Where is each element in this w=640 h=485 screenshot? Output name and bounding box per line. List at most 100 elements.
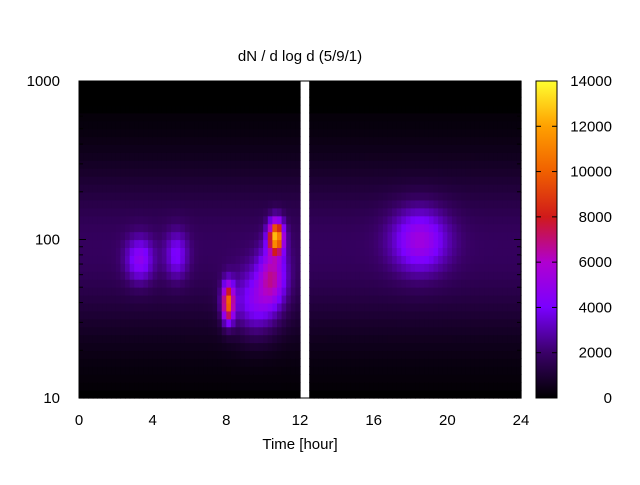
heatmap-cell	[111, 255, 117, 264]
heatmap-cell	[161, 128, 168, 138]
heatmap-cell	[442, 81, 448, 90]
heatmap-cell	[217, 104, 223, 114]
heatmap-cell	[97, 279, 103, 288]
heatmap-cell	[433, 231, 439, 241]
heatmap-cell	[323, 374, 329, 383]
heatmap-cell	[125, 215, 131, 225]
heatmap-cell	[493, 390, 499, 399]
heatmap-cell	[263, 104, 269, 114]
heatmap-cell	[175, 366, 181, 375]
heatmap-cell	[240, 279, 246, 288]
heatmap-cell	[405, 88, 412, 98]
heatmap-cell	[138, 287, 145, 296]
heatmap-cell	[405, 334, 412, 344]
heatmap-cell	[387, 231, 393, 241]
heatmap-cell	[392, 184, 398, 193]
heatmap-cell	[286, 152, 292, 161]
heatmap-cell	[428, 160, 435, 169]
heatmap-cell	[387, 81, 393, 90]
heatmap-cell	[479, 279, 485, 288]
heatmap-cell	[507, 168, 513, 177]
heatmap-cell	[516, 366, 522, 375]
heatmap-cell	[470, 223, 476, 233]
heatmap-cell	[456, 136, 462, 145]
heatmap-cell	[230, 239, 237, 249]
heatmap-cell	[138, 326, 145, 336]
heatmap-cell	[272, 310, 278, 320]
heatmap-cell	[226, 294, 232, 304]
heatmap-cell	[92, 96, 99, 106]
heatmap-cell	[226, 207, 232, 217]
heatmap-cell	[249, 279, 255, 288]
heatmap-cell	[428, 334, 435, 344]
heatmap-cell	[419, 342, 425, 352]
heatmap-cell	[364, 88, 370, 98]
heatmap-cell	[313, 207, 320, 217]
heatmap-cell	[405, 207, 412, 217]
heatmap-cell	[516, 223, 522, 233]
heatmap-cell	[410, 168, 416, 177]
heatmap-cell	[497, 207, 504, 217]
heatmap-cell	[166, 302, 172, 312]
heatmap-cell	[295, 390, 301, 399]
heatmap-cell	[511, 334, 517, 344]
heatmap-cell	[83, 88, 89, 98]
heatmap-cell	[465, 96, 471, 106]
heatmap-cell	[405, 247, 412, 256]
heatmap-cell	[401, 302, 407, 312]
heatmap-cell	[125, 382, 131, 391]
heatmap-cell	[221, 184, 227, 193]
heatmap-cell	[419, 255, 425, 264]
heatmap-cell	[161, 310, 168, 320]
heatmap-cell	[148, 104, 154, 114]
heatmap-cell	[253, 231, 260, 241]
heatmap-cell	[396, 81, 402, 90]
heatmap-cell	[166, 96, 172, 106]
heatmap-cell	[488, 191, 494, 201]
heatmap-cell	[378, 96, 384, 106]
heatmap-cell	[378, 144, 384, 153]
heatmap-cell	[267, 207, 273, 217]
heatmap-cell	[309, 104, 315, 114]
heatmap-cell	[120, 223, 126, 233]
heatmap-cell	[461, 366, 467, 375]
heatmap-cell	[502, 184, 508, 193]
heatmap-cell	[148, 334, 154, 344]
heatmap-cell	[240, 207, 246, 217]
heatmap-cell	[497, 176, 504, 185]
heatmap-cell	[323, 342, 329, 352]
heatmap-cell	[507, 271, 513, 280]
heatmap-cell	[309, 144, 315, 153]
heatmap-cell	[502, 366, 508, 375]
heatmap-cell	[115, 326, 122, 336]
heatmap-cell	[230, 223, 237, 233]
heatmap-cell	[428, 294, 435, 304]
heatmap-cell	[175, 120, 181, 130]
heatmap-cell	[507, 350, 513, 359]
heatmap-cell	[318, 358, 324, 367]
heatmap-cell	[125, 96, 131, 106]
heatmap-cell	[336, 279, 343, 288]
heatmap-cell	[387, 302, 393, 312]
heatmap-cell	[157, 231, 163, 241]
heatmap-cell	[235, 318, 241, 328]
heatmap-cell	[148, 144, 154, 153]
heatmap-cell	[350, 326, 356, 336]
heatmap-cell	[382, 374, 389, 383]
heatmap-cell	[83, 358, 89, 367]
heatmap-cell	[92, 128, 99, 138]
heatmap-cell	[465, 342, 471, 352]
heatmap-cell	[424, 302, 430, 312]
heatmap-cell	[424, 168, 430, 177]
heatmap-cell	[295, 334, 301, 344]
heatmap-cell	[327, 136, 333, 145]
colorbar-tick-label: 4000	[579, 299, 612, 316]
heatmap-cell	[263, 374, 269, 383]
heatmap-cell	[79, 263, 85, 272]
heatmap-cell	[332, 223, 338, 233]
heatmap-cell	[106, 223, 112, 233]
heatmap-cell	[387, 160, 393, 169]
heatmap-cell	[115, 191, 122, 201]
heatmap-cell	[451, 184, 458, 193]
heatmap-cell	[102, 160, 108, 169]
